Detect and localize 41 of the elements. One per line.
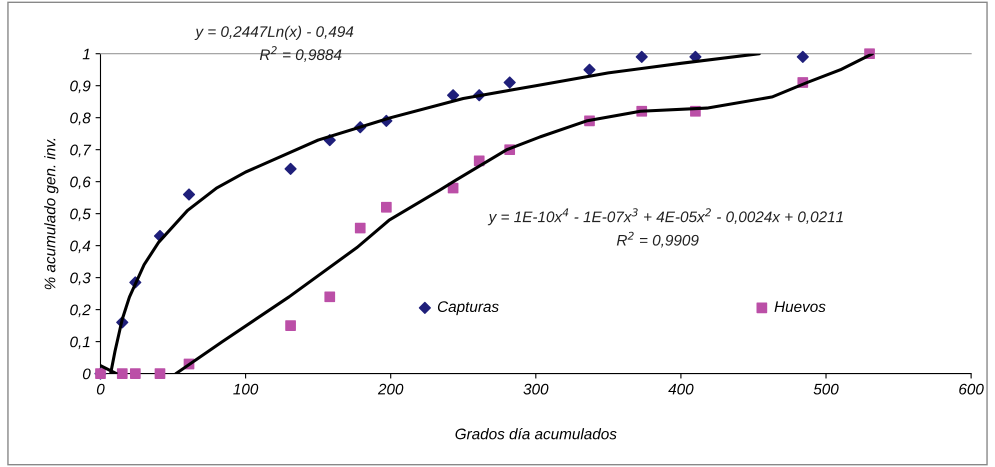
y-tick-label: 0,6 [70,176,91,190]
point [504,76,516,89]
y-tick-label: 1 [82,48,90,60]
point [447,89,460,102]
x-tick-label: 600 [959,384,984,395]
x-tick-label: 400 [668,384,694,395]
y-tick-label: 0,9 [70,80,90,94]
x-tick-label: 200 [378,384,404,395]
legend-label: Capturas [438,301,499,316]
x-axis-title: Grados día acumulados [455,428,617,440]
point [796,50,809,63]
y-tick-label: 0,5 [70,208,91,222]
x-tick-label: 100 [233,384,258,395]
y-tick-label: 0,3 [70,272,91,286]
point [324,291,336,302]
point [285,320,296,331]
y-tick-label: 0,7 [70,144,92,158]
y-axis-title: % acumulado gen. inv. [44,138,58,290]
point [636,50,648,63]
point [182,188,196,201]
x-tick-label: 300 [523,384,548,395]
y-tick-label: 0,8 [70,112,91,126]
annotation: R$^{2}$ = 0,9884 [260,46,342,62]
text: y = 0,2447Ln(x) - 0,494 [194,26,354,40]
y-tick-label: 0 [82,368,91,380]
y-tick-label: 0,4 [70,240,90,254]
point [130,368,141,379]
point [448,182,458,194]
y-tick-label: 0,2 [70,304,91,318]
point [583,64,596,76]
legend-label: Huevos [774,301,826,312]
point [284,162,297,175]
point [354,222,366,234]
point [116,368,128,379]
annotation: y = 1E-10x$^{4}$ - 1E-07x$^{3}$ + 4E-05x$^{2}$ - 0,0024x + 0,0211 [488,208,843,226]
point [154,368,166,379]
x-tick-label: 0 [96,384,105,395]
y-tick-label: 0,1 [70,336,90,350]
x-tick-label: 500 [814,384,839,395]
point [380,202,392,213]
annotation: R$^{2}$ = 0,9909 [616,232,699,248]
